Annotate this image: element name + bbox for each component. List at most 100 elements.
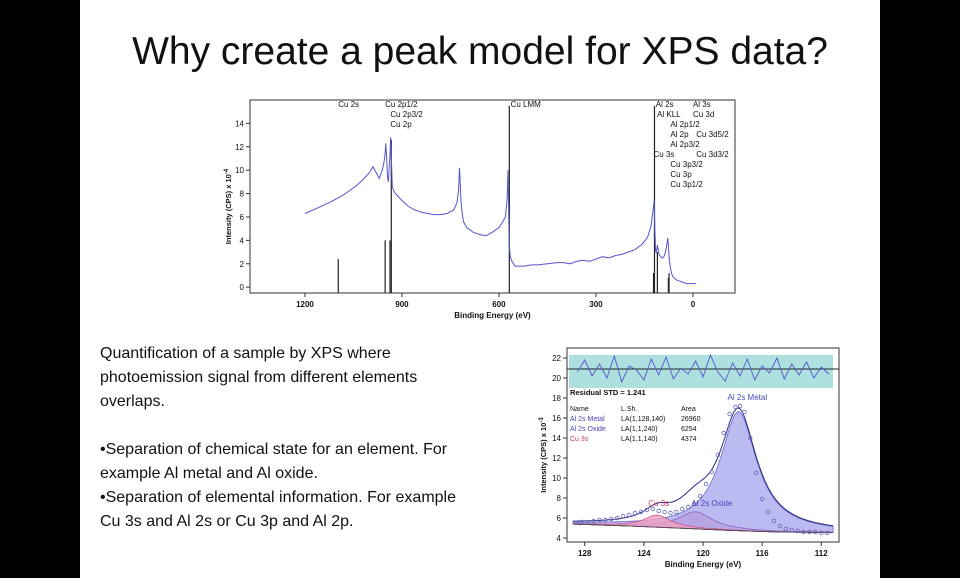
fit-data-point xyxy=(813,529,818,535)
fit-x-tick-label: 116 xyxy=(756,549,769,558)
survey-y-tick-label: 4 xyxy=(240,236,245,245)
fit-component-label: Cu 3s xyxy=(648,499,669,508)
fit-x-tick-label: 120 xyxy=(696,549,710,558)
fit-data-point xyxy=(685,504,691,510)
fit-table-lsh: LA(1,1,240) xyxy=(621,426,658,433)
fit-data-point xyxy=(662,509,667,515)
fit-data-point xyxy=(656,508,661,514)
intro-line-2: photoemission signal from different elem… xyxy=(100,369,418,386)
peak-label: Cu 2p1/2 xyxy=(385,100,418,109)
fit-envelope-line xyxy=(572,407,834,527)
fit-data-point xyxy=(691,501,697,507)
survey-x-tick-label: 900 xyxy=(395,300,409,309)
bullet-2-line-1: •Separation of elemental information. Fo… xyxy=(100,489,457,506)
fit-data-point xyxy=(783,526,788,532)
survey-plot-frame xyxy=(249,99,736,294)
survey-x-axis-label: Binding Energy (eV) xyxy=(454,311,531,320)
fit-table-area: 6254 xyxy=(681,426,697,433)
fit-table-name: Al 2s Oxide xyxy=(570,426,606,433)
intro-line-3: overlaps. xyxy=(100,393,165,410)
fit-table-lsh: LA(1,1,140) xyxy=(621,436,658,443)
fit-table-name: Cu 3s xyxy=(570,436,589,443)
survey-x-tick-label: 0 xyxy=(691,300,696,309)
fit-y-tick-label: 10 xyxy=(552,474,561,483)
fit-data-point xyxy=(697,493,703,499)
fit-data-point xyxy=(668,510,673,516)
fit-data-point xyxy=(765,509,771,515)
fit-data-point xyxy=(626,512,632,518)
survey-y-tick-label: 12 xyxy=(235,143,244,152)
residual-band xyxy=(569,355,833,388)
bullet-1-line-1: •Separation of chemical state for an ele… xyxy=(100,441,448,458)
survey-y-axis-label: Intensity (CPS) x 10-4 xyxy=(224,168,233,244)
fit-data-point xyxy=(795,528,800,534)
fit-data-point xyxy=(789,527,794,533)
bullet-2-line-2: Cu 3s and Al 2s or Cu 3p and Al 2p. xyxy=(100,513,354,530)
survey-y-tick-label: 0 xyxy=(240,283,245,292)
fit-data-point xyxy=(591,518,596,524)
peak-label: Al 2p xyxy=(670,130,689,139)
fit-data-point xyxy=(609,516,614,522)
fit-data-point xyxy=(573,520,579,526)
peak-label: Cu 3d xyxy=(693,110,714,119)
survey-x-tick-label: 600 xyxy=(492,300,506,309)
bullet-1-line-2: example Al metal and Al oxide. xyxy=(100,465,318,482)
fit-y-tick-label: 4 xyxy=(557,534,562,543)
fit-data-point xyxy=(801,529,806,535)
fit-data-point xyxy=(748,435,753,441)
fit-data-point xyxy=(597,517,602,523)
survey-x-tick-label: 300 xyxy=(589,300,603,309)
fit-data-point xyxy=(703,481,709,487)
fit-y-tick-label: 6 xyxy=(557,514,562,523)
survey-x-tick-label: 1200 xyxy=(296,300,314,309)
fit-data-point xyxy=(807,529,812,535)
peak-label: Al 2s xyxy=(656,100,674,109)
peak-label: Al 2p1/2 xyxy=(670,120,700,129)
fit-x-tick-label: 128 xyxy=(578,549,592,558)
fit-y-tick-label: 12 xyxy=(552,454,561,463)
fit-x-tick-label: 124 xyxy=(637,549,651,558)
peak-label: Cu 3d5/2 xyxy=(696,130,729,139)
fit-y-tick-label: 14 xyxy=(552,434,561,443)
peak-label: Al 2p3/2 xyxy=(670,140,700,149)
fit-data-point xyxy=(709,469,715,475)
fit-y-axis-label: Intensity (CPS) x 10-3 xyxy=(539,417,548,493)
fit-data-point xyxy=(759,496,765,502)
peak-label: Cu 3p3/2 xyxy=(670,160,703,169)
fit-data-point xyxy=(727,411,732,417)
fit-data-point xyxy=(579,519,584,525)
fit-data-point xyxy=(771,518,777,524)
fit-data-point xyxy=(603,517,608,523)
fit-data-point xyxy=(733,404,738,410)
fit-data-point xyxy=(680,506,685,512)
fit-data-point xyxy=(674,509,679,515)
survey-y-tick-label: 2 xyxy=(240,260,245,269)
fit-table-area: 26960 xyxy=(681,416,701,423)
peak-fit-chart: 4 6 8 10 12 14 16 18 20 22 128 124 120 116 112 Binding … xyxy=(539,347,840,569)
peak-label: Al 3s xyxy=(693,100,711,109)
fit-x-tick-label: 112 xyxy=(815,549,828,558)
peak-label: Cu 3d3/2 xyxy=(696,150,729,159)
fit-data-point xyxy=(737,403,743,409)
survey-y-tick-label: 14 xyxy=(235,119,244,128)
survey-spectrum-line xyxy=(304,137,697,285)
fit-table-header: Area xyxy=(681,406,696,413)
fit-data-point xyxy=(715,452,720,458)
fit-background-line xyxy=(572,523,834,533)
fit-y-tick-label: 16 xyxy=(552,414,561,423)
survey-y-tick-label: 6 xyxy=(240,213,245,222)
fit-data-point xyxy=(825,530,830,536)
fit-data-point xyxy=(638,509,644,515)
fit-data-point xyxy=(620,513,626,519)
peak-label: Cu LMM xyxy=(511,100,542,109)
intro-line-1: Quantification of a sample by XPS where xyxy=(100,345,391,362)
fit-data-point xyxy=(777,523,783,529)
peak-label: Cu 3p xyxy=(670,170,692,179)
slide: Why create a peak model for XPS data? 0 2… xyxy=(80,0,880,578)
fit-y-tick-label: 22 xyxy=(552,354,561,363)
fit-y-tick-label: 8 xyxy=(557,494,562,503)
bullet-text: Quantification of a sample by XPS where … xyxy=(100,342,540,534)
fit-data-point xyxy=(632,510,638,516)
fit-y-tick-label: 18 xyxy=(552,394,561,403)
fit-data-point xyxy=(753,470,759,476)
